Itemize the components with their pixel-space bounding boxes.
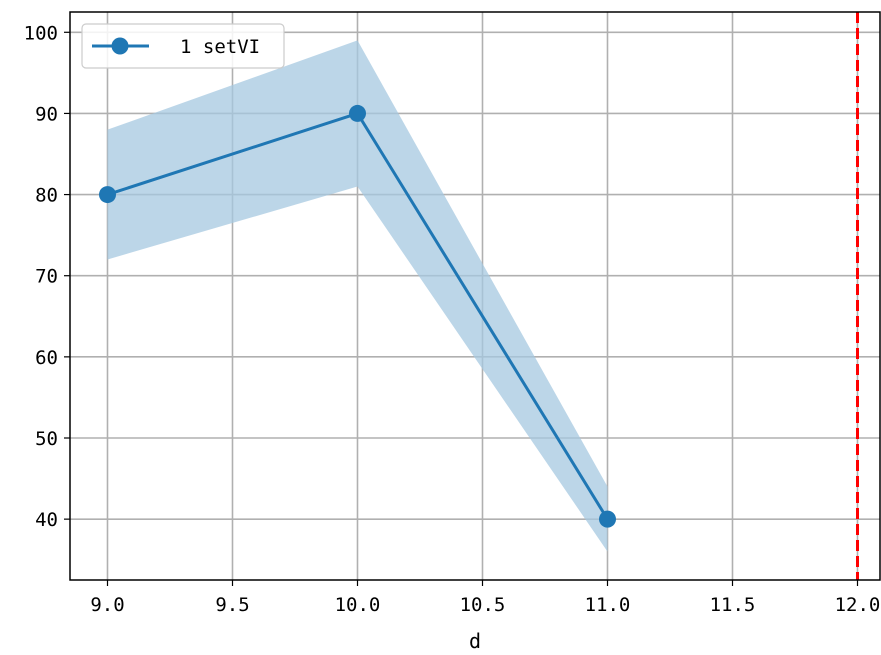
confidence-band (107, 40, 608, 552)
y-axis: 40 50 60 70 80 90 100 (24, 22, 70, 531)
y-tick-label: 100 (24, 22, 58, 44)
confidence-band-layer (107, 40, 608, 552)
data-point (99, 186, 116, 204)
legend-box (81, 23, 285, 69)
y-tick-label: 40 (35, 509, 58, 531)
x-tick-label: 11.0 (585, 594, 631, 616)
legend: 1 setVI (81, 23, 285, 69)
y-tick-label: 80 (35, 185, 58, 207)
x-tick-label: 12.0 (835, 594, 881, 616)
x-axis: 9.0 9.5 10.0 10.5 11.0 11.5 12.0 (90, 580, 880, 616)
x-tick-label: 9.0 (90, 594, 124, 616)
data-point (349, 104, 366, 122)
marker-layer (99, 104, 616, 528)
x-tick-label: 10.0 (335, 594, 381, 616)
y-tick-label: 60 (35, 347, 58, 369)
x-tick-label: 11.5 (710, 594, 756, 616)
y-tick-label: 90 (35, 103, 58, 125)
x-tick-label: 9.5 (215, 594, 249, 616)
legend-marker (111, 37, 129, 55)
plot-frame (69, 11, 881, 581)
data-point (599, 510, 616, 528)
legend-label: 1 setVI (180, 36, 260, 58)
y-tick-label: 70 (35, 266, 58, 288)
x-axis-label: d (469, 629, 481, 653)
y-tick-label: 50 (35, 428, 58, 450)
x-tick-label: 10.5 (460, 594, 506, 616)
